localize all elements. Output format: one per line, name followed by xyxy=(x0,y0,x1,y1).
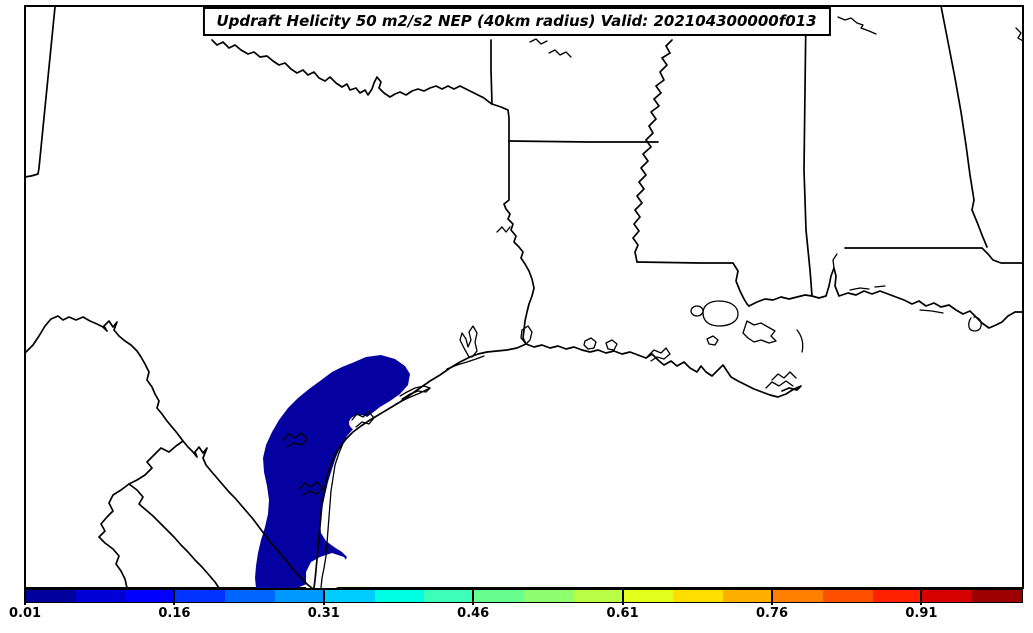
mississippi-river-border xyxy=(632,39,673,263)
colorbar-segment-6 xyxy=(324,590,375,602)
san-antonio-bay-marks xyxy=(351,411,375,428)
choctawhatchee-lagoon xyxy=(968,316,982,332)
colorbar-tick-mark xyxy=(173,589,176,605)
mexico-state-border-east xyxy=(128,483,220,589)
sabine-lake xyxy=(520,325,533,345)
colorbar-tick-mark xyxy=(771,589,773,605)
grand-lake xyxy=(605,339,618,351)
colorbar-segment-9 xyxy=(474,590,524,602)
colorbar-tick-label: 0.01 xyxy=(8,606,42,621)
nep-contour-region xyxy=(255,355,410,588)
colorbar-segment-5 xyxy=(274,590,325,602)
colorbar-segment-7 xyxy=(374,590,425,602)
colorbar xyxy=(25,589,1023,603)
colorbar-tick-mark xyxy=(322,589,325,605)
state-border-tx-ar xyxy=(491,103,510,142)
calcasieu-lake xyxy=(583,337,597,350)
louisiana-coastline xyxy=(525,343,802,398)
padre-island xyxy=(320,440,345,589)
colorbar-segment-16 xyxy=(822,590,873,602)
map-frame xyxy=(24,5,1024,589)
colorbar-segment-15 xyxy=(772,590,823,602)
lake-maurepas xyxy=(690,305,704,317)
mexico-state-border-west xyxy=(98,440,184,589)
state-border-al-fl xyxy=(844,247,1024,264)
colorbar-tick-mark xyxy=(920,589,923,605)
colorbar-tick-label: 0.61 xyxy=(606,606,639,621)
colorbar-segment-13 xyxy=(673,590,724,602)
galveston-bay xyxy=(459,325,478,358)
mississippi-delta-jags xyxy=(765,371,797,389)
lake-borgne xyxy=(742,320,777,344)
colorbar-segment-2 xyxy=(125,590,176,602)
title-box: Updraft Helicity 50 m2/s2 NEP (40km radi… xyxy=(202,7,831,36)
mobile-bay-river-prong xyxy=(832,253,838,269)
galveston-island xyxy=(446,355,485,370)
colorbar-tick-label: 0.76 xyxy=(755,606,789,621)
colorbar-segment-17 xyxy=(872,590,923,602)
colorbar-tick-label: 0.46 xyxy=(457,606,490,621)
lake-salvador xyxy=(706,335,719,346)
state-border-ok-ar xyxy=(490,39,493,105)
colorbar-segment-11 xyxy=(573,590,624,602)
colorbar-tick-mark xyxy=(472,589,475,605)
arkansas-lake-squiggle xyxy=(529,38,572,58)
colorbar-tick-label: 0.31 xyxy=(307,606,340,621)
colorbar-segment-3 xyxy=(175,590,226,602)
colorbar-segment-19 xyxy=(972,590,1022,602)
colorbar-tick-label: 0.91 xyxy=(905,606,938,621)
colorbar-segment-10 xyxy=(523,590,574,602)
copano-bay-marks xyxy=(282,432,308,448)
colorbar-segment-4 xyxy=(225,590,275,602)
colorbar-segment-8 xyxy=(424,590,475,602)
state-border-red-river-tx-ok xyxy=(211,39,493,105)
tennessee-river-squiggle xyxy=(837,16,877,35)
matagorda-island xyxy=(395,387,431,405)
gulf-barrier-island-marks xyxy=(849,285,944,314)
colorbar-segment-18 xyxy=(922,590,973,602)
rio-grande-river xyxy=(25,315,313,589)
state-border-ms-al xyxy=(803,10,813,297)
toledo-bend-jag xyxy=(496,226,511,233)
state-border-ar-la xyxy=(508,140,659,143)
georgia-creek-squiggle xyxy=(1015,27,1024,42)
colorbar-segment-14 xyxy=(723,590,773,602)
corpus-christi-bay-marks xyxy=(298,481,324,496)
colorbar-tick-mark xyxy=(621,589,624,605)
state-border-nm-tx xyxy=(24,6,56,178)
chandeleur-islands xyxy=(796,329,804,353)
vermilion-bay xyxy=(647,347,671,362)
state-border-tx-la-sabine xyxy=(503,140,535,345)
colorbar-segment-0 xyxy=(26,590,76,602)
colorbar-segment-1 xyxy=(75,590,126,602)
state-border-al-ga xyxy=(940,5,988,248)
colorbar-segment-12 xyxy=(623,590,674,602)
lake-pontchartrain xyxy=(702,300,739,327)
state-border-la-ms xyxy=(636,261,750,307)
figure-title: Updraft Helicity 50 m2/s2 NEP (40km radi… xyxy=(216,12,817,30)
colorbar-tick-mark xyxy=(24,589,26,605)
colorbar-tick-label: 0.16 xyxy=(158,606,191,621)
